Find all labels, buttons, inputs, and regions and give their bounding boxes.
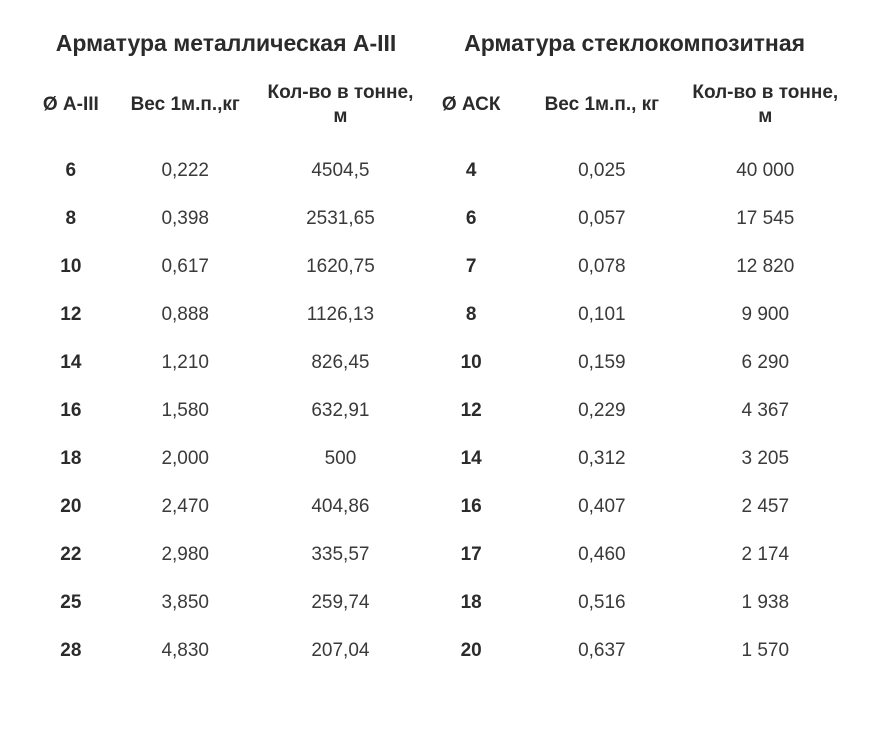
table-row: 100,6171620,7570,07812 820	[30, 243, 847, 291]
cell-right-weight: 0,101	[520, 291, 683, 339]
cell-left-weight: 4,830	[112, 627, 259, 675]
cell-left-diameter: 12	[30, 291, 112, 339]
cell-left-weight: 0,222	[112, 147, 259, 195]
cell-right-diameter: 6	[422, 195, 520, 243]
table-row: 202,470404,86160,4072 457	[30, 483, 847, 531]
cell-left-weight: 1,210	[112, 339, 259, 387]
cell-left-quantity: 1126,13	[259, 291, 422, 339]
group-header-left: Арматура металлическая А-III	[30, 20, 422, 75]
cell-left-quantity: 207,04	[259, 627, 422, 675]
cell-left-quantity: 632,91	[259, 387, 422, 435]
cell-right-diameter: 8	[422, 291, 520, 339]
cell-left-diameter: 6	[30, 147, 112, 195]
cell-right-weight: 0,159	[520, 339, 683, 387]
cell-left-diameter: 18	[30, 435, 112, 483]
cell-right-quantity: 2 457	[684, 483, 847, 531]
cell-right-quantity: 9 900	[684, 291, 847, 339]
cell-left-weight: 1,580	[112, 387, 259, 435]
cell-left-diameter: 20	[30, 483, 112, 531]
cell-left-weight: 0,617	[112, 243, 259, 291]
cell-left-quantity: 404,86	[259, 483, 422, 531]
cell-left-diameter: 22	[30, 531, 112, 579]
cell-right-diameter: 14	[422, 435, 520, 483]
cell-left-quantity: 500	[259, 435, 422, 483]
table-row: 60,2224504,540,02540 000	[30, 147, 847, 195]
table-body: 60,2224504,540,02540 00080,3982531,6560,…	[30, 147, 847, 675]
cell-right-quantity: 6 290	[684, 339, 847, 387]
cell-left-quantity: 2531,65	[259, 195, 422, 243]
cell-right-diameter: 4	[422, 147, 520, 195]
col-header-right-weight: Вес 1м.п., кг	[520, 75, 683, 147]
table-row: 182,000500140,3123 205	[30, 435, 847, 483]
cell-right-quantity: 1 938	[684, 579, 847, 627]
cell-right-quantity: 3 205	[684, 435, 847, 483]
cell-left-weight: 3,850	[112, 579, 259, 627]
cell-left-diameter: 25	[30, 579, 112, 627]
cell-right-quantity: 1 570	[684, 627, 847, 675]
cell-left-quantity: 1620,75	[259, 243, 422, 291]
cell-right-quantity: 2 174	[684, 531, 847, 579]
group-header-right: Арматура стеклокомпозитная	[422, 20, 847, 75]
cell-left-weight: 2,980	[112, 531, 259, 579]
comparison-table: Арматура металлическая А-III Арматура ст…	[30, 20, 847, 675]
group-header-row: Арматура металлическая А-III Арматура ст…	[30, 20, 847, 75]
table-row: 222,980335,57170,4602 174	[30, 531, 847, 579]
cell-left-weight: 2,470	[112, 483, 259, 531]
cell-right-quantity: 4 367	[684, 387, 847, 435]
table-row: 253,850259,74180,5161 938	[30, 579, 847, 627]
cell-left-diameter: 10	[30, 243, 112, 291]
column-header-row: Ø А-III Вес 1м.п.,кг Кол-во в тонне, м Ø…	[30, 75, 847, 147]
cell-right-diameter: 17	[422, 531, 520, 579]
cell-left-diameter: 16	[30, 387, 112, 435]
cell-right-diameter: 20	[422, 627, 520, 675]
cell-right-weight: 0,025	[520, 147, 683, 195]
cell-right-diameter: 10	[422, 339, 520, 387]
cell-right-weight: 0,460	[520, 531, 683, 579]
col-header-left-diameter: Ø А-III	[30, 75, 112, 147]
table-row: 161,580632,91120,2294 367	[30, 387, 847, 435]
table-row: 284,830207,04200,6371 570	[30, 627, 847, 675]
col-header-left-quantity: Кол-во в тонне, м	[259, 75, 422, 147]
table-row: 120,8881126,1380,1019 900	[30, 291, 847, 339]
cell-right-diameter: 16	[422, 483, 520, 531]
col-header-right-diameter: Ø АСК	[422, 75, 520, 147]
cell-left-quantity: 826,45	[259, 339, 422, 387]
cell-right-diameter: 18	[422, 579, 520, 627]
cell-right-quantity: 17 545	[684, 195, 847, 243]
cell-left-diameter: 8	[30, 195, 112, 243]
comparison-table-container: Арматура металлическая А-III Арматура ст…	[0, 0, 877, 695]
cell-right-weight: 0,229	[520, 387, 683, 435]
cell-right-quantity: 40 000	[684, 147, 847, 195]
cell-left-diameter: 28	[30, 627, 112, 675]
cell-right-quantity: 12 820	[684, 243, 847, 291]
table-row: 80,3982531,6560,05717 545	[30, 195, 847, 243]
cell-right-weight: 0,516	[520, 579, 683, 627]
cell-right-weight: 0,637	[520, 627, 683, 675]
col-header-right-quantity: Кол-во в тонне, м	[684, 75, 847, 147]
cell-right-diameter: 12	[422, 387, 520, 435]
cell-right-weight: 0,078	[520, 243, 683, 291]
cell-right-weight: 0,312	[520, 435, 683, 483]
table-row: 141,210826,45100,1596 290	[30, 339, 847, 387]
cell-left-weight: 0,888	[112, 291, 259, 339]
cell-right-weight: 0,057	[520, 195, 683, 243]
cell-left-quantity: 4504,5	[259, 147, 422, 195]
cell-right-weight: 0,407	[520, 483, 683, 531]
cell-left-quantity: 335,57	[259, 531, 422, 579]
col-header-left-weight: Вес 1м.п.,кг	[112, 75, 259, 147]
cell-right-diameter: 7	[422, 243, 520, 291]
cell-left-diameter: 14	[30, 339, 112, 387]
cell-left-quantity: 259,74	[259, 579, 422, 627]
cell-left-weight: 2,000	[112, 435, 259, 483]
cell-left-weight: 0,398	[112, 195, 259, 243]
